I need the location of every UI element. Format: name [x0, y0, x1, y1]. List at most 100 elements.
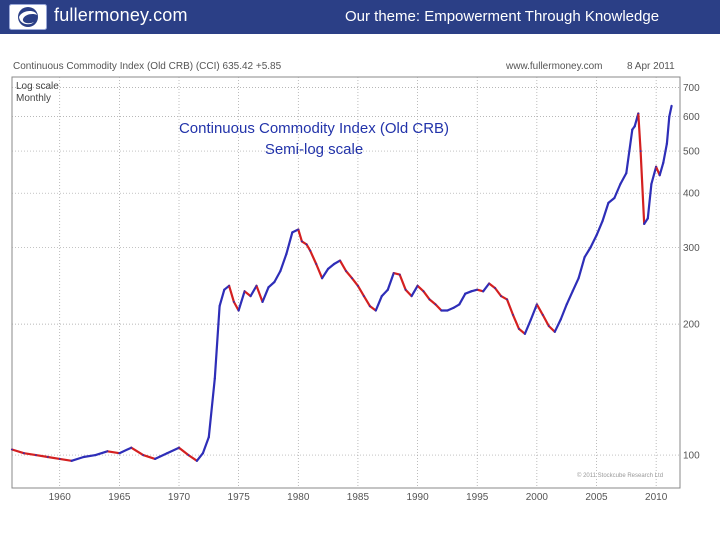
data-point	[11, 448, 13, 451]
tagline: Our theme: Empowerment Through Knowledge	[345, 8, 660, 25]
data-point	[154, 458, 157, 460]
data-point	[297, 228, 300, 231]
data-point	[339, 259, 341, 262]
data-point	[601, 220, 604, 223]
series-segment	[607, 196, 616, 204]
data-point	[94, 454, 97, 456]
series-segment	[166, 446, 181, 455]
series-segment	[228, 284, 235, 303]
data-point	[392, 272, 395, 274]
series-segment	[267, 280, 276, 289]
data-point	[386, 288, 389, 291]
series-segment	[386, 272, 395, 291]
series-segment	[106, 450, 121, 455]
data-point	[583, 256, 586, 259]
x-tick-label: 1965	[108, 492, 131, 503]
price-series	[10, 104, 673, 462]
series-segment	[177, 446, 190, 457]
data-point	[440, 309, 443, 312]
data-point	[243, 290, 246, 293]
series-segment	[613, 182, 622, 200]
data-point	[476, 288, 479, 291]
data-point	[301, 240, 303, 243]
series-segment	[398, 273, 407, 291]
series-segment	[658, 161, 665, 177]
data-point	[658, 174, 661, 177]
data-point	[530, 318, 532, 321]
data-point	[631, 128, 634, 131]
series-segment	[380, 288, 389, 298]
series-segment	[482, 282, 491, 293]
series-segment	[577, 256, 586, 280]
series-segment	[589, 234, 598, 249]
series-segment	[668, 104, 673, 118]
data-point	[434, 303, 437, 306]
data-point	[213, 377, 216, 380]
data-point	[309, 249, 312, 252]
series-segment	[565, 290, 574, 306]
series-segment	[619, 172, 628, 186]
series-segment	[650, 165, 658, 186]
plot-frame	[11, 76, 681, 489]
data-point	[547, 325, 550, 327]
series-segment	[595, 220, 604, 237]
series-segment	[130, 446, 145, 457]
series-segment	[344, 269, 354, 280]
data-point	[321, 277, 323, 280]
data-point	[633, 125, 636, 128]
data-point	[589, 246, 592, 249]
series-segment	[285, 231, 294, 255]
data-point	[279, 270, 282, 272]
series-segment	[559, 303, 568, 321]
series-segment	[333, 259, 342, 266]
data-point	[536, 303, 538, 306]
chart-header-left: Continuous Commodity Index (Old CRB) (CC…	[13, 61, 282, 72]
series-segment	[662, 142, 669, 164]
data-point	[571, 290, 574, 293]
data-point	[398, 273, 401, 276]
data-point	[639, 150, 642, 152]
data-point	[416, 284, 419, 287]
series-segment	[243, 290, 252, 298]
data-point	[470, 290, 473, 293]
series-segment	[637, 112, 642, 153]
data-point	[218, 305, 221, 307]
commodity-index-chart: Continuous Commodity Index (Old CRB) (CC…	[10, 61, 700, 503]
data-point	[118, 452, 121, 455]
series-segment	[356, 284, 365, 298]
data-point	[82, 456, 85, 458]
data-point	[305, 243, 308, 246]
y-tick-label: 400	[683, 189, 700, 200]
series-segment	[46, 455, 61, 460]
chart-container: Continuous Commodity Index (Old CRB) (CC…	[0, 34, 720, 540]
data-point	[207, 436, 210, 438]
data-point	[178, 446, 180, 449]
globe-swirl-icon	[9, 4, 47, 30]
y-tick-label: 500	[683, 147, 700, 158]
series-segment	[422, 290, 431, 301]
series-segment	[350, 277, 359, 287]
series-segment	[207, 377, 216, 439]
data-point	[607, 202, 610, 204]
x-tick-label: 2010	[645, 492, 668, 503]
series-segment	[22, 452, 38, 457]
data-point	[464, 292, 467, 295]
site-name[interactable]: fullermoney.com	[54, 5, 188, 25]
y-tick-label: 700	[683, 83, 700, 94]
data-point	[255, 284, 258, 287]
series-segment	[213, 305, 221, 380]
data-point	[482, 290, 485, 293]
series-segment	[452, 303, 461, 309]
series-segment	[34, 454, 49, 459]
x-tick-label: 1980	[287, 492, 310, 503]
data-point	[595, 234, 598, 237]
data-point	[369, 305, 371, 307]
series-segment	[362, 295, 371, 308]
data-point	[625, 172, 628, 175]
data-point	[446, 309, 449, 312]
y-tick-label: 100	[683, 451, 700, 462]
scale-note-monthly: Monthly	[16, 93, 51, 104]
series-segment	[639, 149, 646, 225]
series-segment	[154, 452, 169, 460]
data-point	[494, 287, 496, 289]
